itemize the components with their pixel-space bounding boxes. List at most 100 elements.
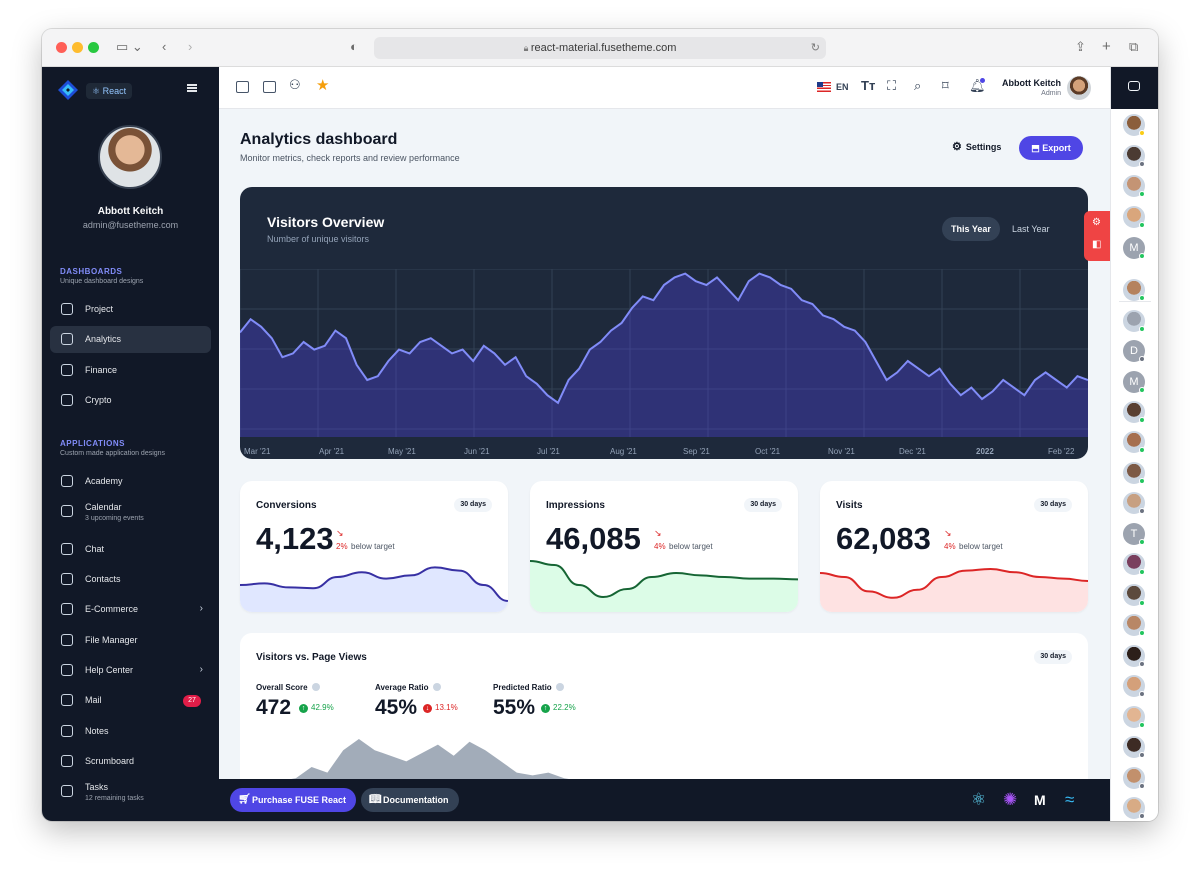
- conversions-card: Conversions 30 days 4,123 ↘ 2% below target: [240, 481, 508, 612]
- impressions-sparkline[interactable]: [530, 559, 798, 612]
- zoom-window-button[interactable]: [88, 42, 99, 53]
- period-badge[interactable]: 30 days: [1034, 498, 1072, 512]
- documentation-button[interactable]: 📖︎ Documentation: [361, 788, 459, 812]
- sidebar-item-subtitle: 12 remaining tasks: [85, 795, 144, 802]
- trending-down-icon: ↘: [336, 528, 344, 538]
- stat-value: 472: [256, 696, 292, 719]
- conversions-area: [240, 567, 508, 612]
- react-badge: ⚛ React: [86, 83, 133, 99]
- conversions-sparkline[interactable]: [240, 559, 508, 612]
- sidebar-item-e-commerce[interactable]: E-Commerce ›: [50, 596, 211, 623]
- visitors-vs-views-chart[interactable]: [240, 733, 1088, 779]
- page-subtitle: Monitor metrics, check reports and revie…: [240, 153, 460, 163]
- font-size-icon[interactable]: Tт: [861, 78, 876, 93]
- stat-label: Predicted Ratio: [493, 683, 564, 692]
- sidebar-toggle-icon[interactable]: ▭ ⌄: [116, 39, 143, 54]
- stat-value: 55%: [493, 696, 536, 719]
- shield-icon[interactable]: ◐: [350, 39, 358, 54]
- close-window-button[interactable]: [56, 42, 67, 53]
- reload-icon[interactable]: ↻: [810, 42, 820, 54]
- x-tick-label: Feb '22: [1048, 447, 1075, 456]
- settings-button[interactable]: ⚙ Settings: [952, 140, 1001, 153]
- forward-icon[interactable]: ›: [188, 39, 193, 54]
- sidebar-item-crypto[interactable]: Crypto: [50, 387, 211, 414]
- stat-label-text: Average Ratio: [375, 683, 429, 692]
- tasks-icon: [61, 785, 73, 797]
- hamburger-menu-icon[interactable]: [187, 84, 197, 92]
- topbar-avatar[interactable]: [1067, 76, 1091, 100]
- minimize-window-button[interactable]: [72, 42, 83, 53]
- sidebar-item-analytics[interactable]: Analytics: [50, 326, 211, 353]
- tab-overview-icon[interactable]: ⧉: [1129, 39, 1139, 54]
- visitors-chart[interactable]: Mar '21 Apr '21 May '21 Jun '21 Jul '21 Aug '…: [240, 269, 1088, 459]
- sidebar-item-contacts[interactable]: Contacts: [50, 566, 211, 593]
- quick-chat-header[interactable]: [1111, 67, 1158, 109]
- info-icon[interactable]: [555, 683, 564, 691]
- theme-icon[interactable]: ◧: [1092, 239, 1102, 250]
- sidebar-item-project[interactable]: Project: [50, 296, 211, 323]
- cog-icon[interactable]: ⚙: [1092, 217, 1101, 228]
- period-badge[interactable]: 30 days: [744, 498, 782, 512]
- status-indicator: [1139, 813, 1145, 819]
- academy-icon: [61, 475, 73, 487]
- sidebar-item-tasks[interactable]: Tasks 12 remaining tasks: [50, 778, 211, 805]
- us-flag-icon[interactable]: [817, 82, 831, 92]
- stat-change-value: 22.2%: [553, 703, 576, 712]
- sidebar-item-help-center[interactable]: Help Center ›: [50, 657, 211, 684]
- visits-sparkline[interactable]: [820, 559, 1088, 612]
- share-icon[interactable]: ⇪: [1075, 39, 1086, 54]
- contacts-icon: [61, 573, 73, 585]
- calendar-icon[interactable]: [236, 81, 249, 93]
- sidebar-item-scrumboard[interactable]: Scrumboard: [50, 748, 211, 775]
- section-subtitle-dashboards: Unique dashboard designs: [60, 278, 144, 285]
- main-content: Analytics dashboard Monitor metrics, che…: [219, 109, 1110, 779]
- export-button[interactable]: ⬒ Export: [1019, 136, 1083, 160]
- change-note: below target: [669, 542, 713, 551]
- search-icon[interactable]: ⌕: [914, 78, 922, 93]
- contacts-icon[interactable]: ⚇: [289, 77, 301, 92]
- fuse-logo-icon[interactable]: [58, 80, 78, 100]
- topbar-user-name[interactable]: Abbott Keitch: [1002, 78, 1061, 88]
- period-badge[interactable]: 30 days: [1034, 650, 1072, 664]
- browser-window: ▭ ⌄ ‹ › ◐ 🔒︎ react-material.fusetheme.co…: [42, 29, 1158, 821]
- settings-side-panel[interactable]: ⚙ ◧: [1084, 211, 1110, 261]
- status-indicator: [1139, 326, 1145, 332]
- stat-value: 45%: [375, 696, 418, 719]
- period-badge[interactable]: 30 days: [454, 498, 492, 512]
- stat-label-text: Overall Score: [256, 683, 308, 692]
- shortcut-bookmark-icon[interactable]: ⌑: [942, 78, 949, 93]
- arrow-down-icon: ↓: [423, 704, 432, 713]
- sidebar-item-chat[interactable]: Chat: [50, 536, 211, 563]
- chat-icon[interactable]: [1128, 81, 1140, 91]
- back-icon[interactable]: ‹: [162, 39, 167, 54]
- bookmark-star-icon[interactable]: ★: [316, 77, 330, 94]
- status-indicator: [1139, 691, 1145, 697]
- info-icon[interactable]: [311, 683, 320, 691]
- browser-toolbar: ▭ ⌄ ‹ › ◐ 🔒︎ react-material.fusetheme.co…: [42, 29, 1158, 67]
- info-icon[interactable]: [432, 683, 441, 691]
- mail-icon[interactable]: [263, 81, 276, 93]
- notification-dot: [980, 78, 985, 83]
- purchase-button[interactable]: 🛒︎ Purchase FUSE React: [230, 788, 357, 812]
- tab-last-year[interactable]: Last Year: [1012, 224, 1050, 234]
- sidebar-item-calendar[interactable]: Calendar 3 upcoming events: [50, 498, 211, 525]
- user-avatar[interactable]: [98, 125, 162, 189]
- x-tick-label: Oct '21: [755, 447, 781, 456]
- card-value: 4,123: [256, 521, 334, 556]
- sidebar-item-finance[interactable]: Finance: [50, 357, 211, 384]
- sidebar-item-mail[interactable]: Mail 27: [50, 687, 211, 714]
- tab-this-year[interactable]: This Year: [942, 217, 1000, 241]
- visits-line: [820, 567, 1088, 599]
- sidebar-item-file-manager[interactable]: File Manager: [50, 627, 211, 654]
- language-selector[interactable]: EN: [836, 82, 849, 92]
- x-tick-label: May '21: [388, 447, 416, 456]
- sidebar-item-label: Mail: [85, 695, 102, 705]
- address-bar[interactable]: 🔒︎ react-material.fusetheme.com ↻: [374, 37, 826, 59]
- sidebar-item-academy[interactable]: Academy: [50, 468, 211, 495]
- visitors-subtitle: Number of unique visitors: [267, 234, 370, 244]
- file-manager-icon: [61, 634, 73, 646]
- sidebar-item-notes[interactable]: Notes: [50, 718, 211, 745]
- new-tab-icon[interactable]: +: [1102, 38, 1111, 55]
- fullscreen-icon[interactable]: ⛶: [887, 78, 897, 93]
